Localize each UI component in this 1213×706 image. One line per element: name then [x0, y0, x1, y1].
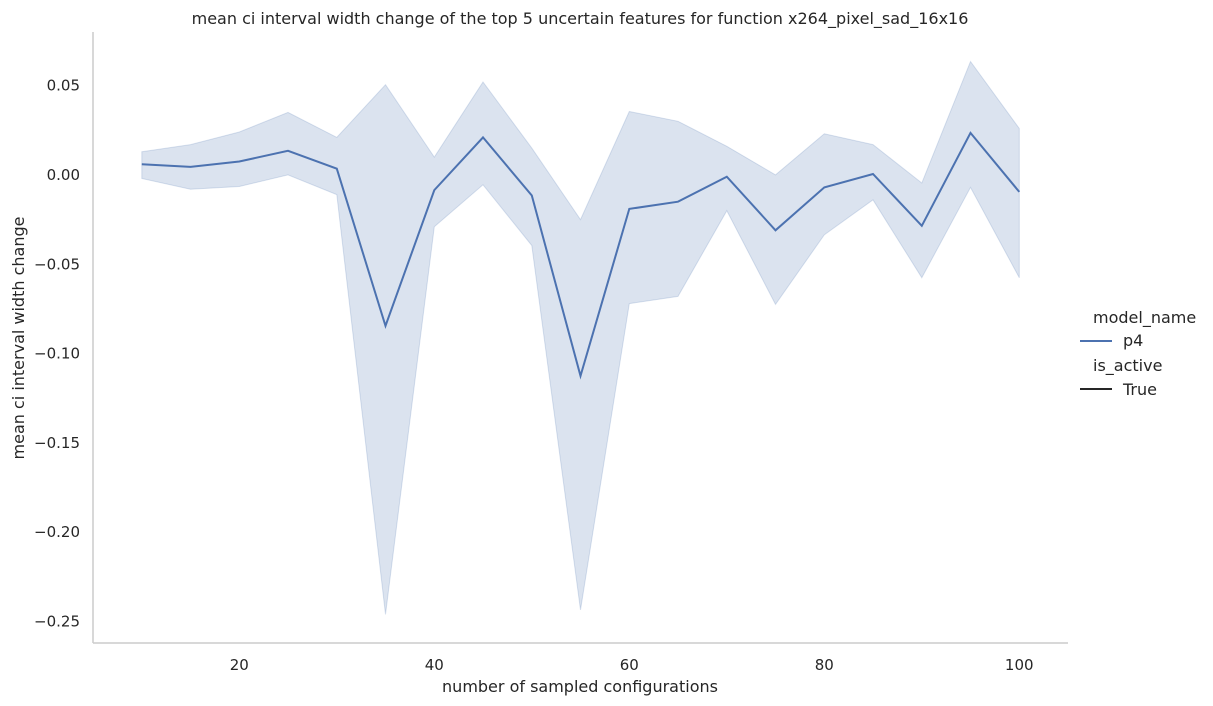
- y-tick-label: −0.25: [34, 613, 80, 631]
- legend-title-is-active: is_active: [1093, 356, 1162, 376]
- x-axis-label: number of sampled configurations: [442, 677, 718, 696]
- chart-title: mean ci interval width change of the top…: [192, 9, 969, 29]
- x-tick-label: 20: [230, 656, 249, 674]
- plot-area: [141, 60, 1021, 615]
- legend: model_name p4 is_active True: [1080, 308, 1196, 399]
- legend-entry-true: True: [1122, 380, 1157, 399]
- y-tick-label: −0.10: [34, 345, 80, 363]
- confidence-band: [141, 60, 1020, 615]
- y-tick-label: 0.05: [47, 77, 80, 95]
- y-tick-label: −0.20: [34, 523, 80, 541]
- series-line-p4: [141, 131, 1021, 380]
- legend-title-model-name: model_name: [1093, 308, 1196, 328]
- x-tick-label: 80: [815, 656, 834, 674]
- x-tick-label: 100: [1005, 656, 1034, 674]
- x-axis-ticks: 20 40 60 80 100: [230, 656, 1034, 674]
- y-axis-label: mean ci interval width change: [9, 217, 28, 460]
- y-tick-label: 0.00: [47, 166, 80, 184]
- y-tick-label: −0.05: [34, 255, 80, 273]
- legend-entry-p4: p4: [1123, 331, 1143, 350]
- x-tick-label: 60: [620, 656, 639, 674]
- y-tick-label: −0.15: [34, 434, 80, 452]
- y-axis-ticks: 0.05 0.00 −0.05 −0.10 −0.15 −0.20 −0.25: [34, 77, 80, 631]
- x-tick-label: 40: [425, 656, 444, 674]
